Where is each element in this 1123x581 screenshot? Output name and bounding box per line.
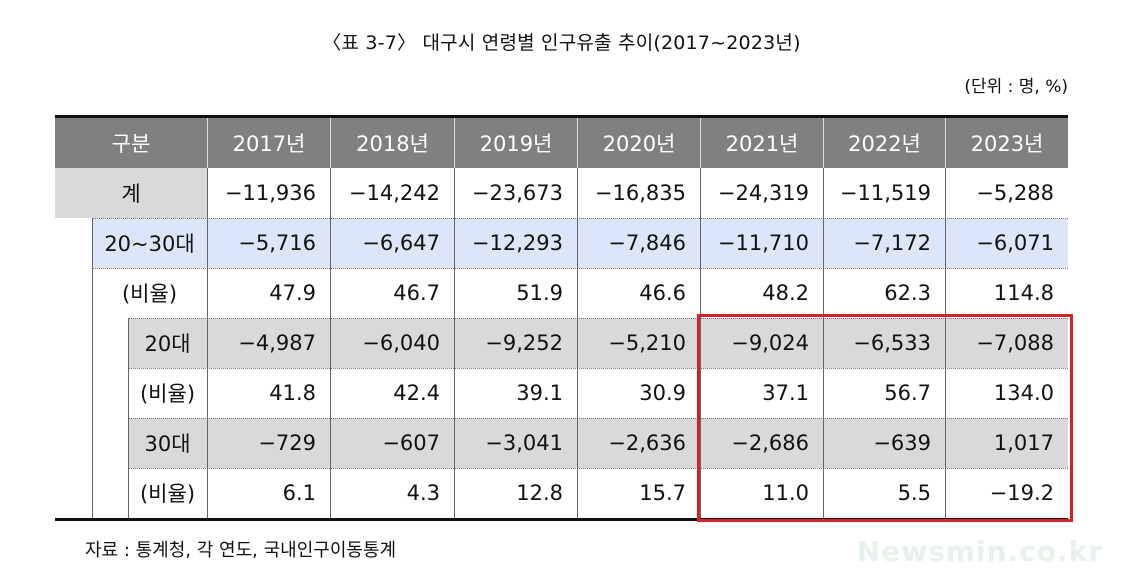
row-label-total: 계 [121,182,141,206]
table-cell: 6.1 [282,481,316,505]
source-note: 자료 : 통계청, 각 연도, 국내인구이동통계 [85,540,397,561]
table-cell: −12,293 [471,231,563,255]
table-cell: −5,288 [976,181,1054,205]
header-year-2019: 2019년 [454,118,577,168]
unit-note: (단위 : 명, %) [964,77,1068,97]
row-label-20s-ratio: (비율) [139,382,196,406]
row-label-20s: 20대 [144,332,191,356]
indent-line-2 [128,318,129,518]
row-divider [128,368,1068,369]
table-cell: −639 [873,431,931,455]
table-cell: 30.9 [639,381,686,405]
table-cell: −4,987 [238,331,316,355]
age30-row-bg [128,418,1068,468]
table-cell: −6,040 [362,331,440,355]
table-cell: −7,172 [853,231,931,255]
row-divider [128,318,1068,319]
watermark-logo: Newsmin.co.kr [856,535,1103,568]
table-cell: −3,041 [485,431,563,455]
table-cell: −6,533 [853,331,931,355]
table-cell: 4.3 [406,481,440,505]
table-cell: 39.1 [516,381,563,405]
col-divider [945,168,946,518]
header-year-2017: 2017년 [207,118,330,168]
table-cell: 15.7 [639,481,686,505]
table-cell: −11,936 [224,181,316,205]
table-cell: −729 [258,431,316,455]
table-cell: −9,252 [485,331,563,355]
header-year-2022: 2022년 [823,118,945,168]
table-cell: 51.9 [516,281,563,305]
table-cell: 5.5 [897,481,931,505]
table-cell: 114.8 [993,281,1054,305]
age2030-row-bg [207,218,1068,268]
table-title: 〈표 3-7〉 대구시 연령별 인구유출 추이(2017~2023년) [322,32,801,54]
table-cell: 11.0 [762,481,809,505]
col-divider [454,168,455,518]
population-outflow-table: 구분 2017년 2018년 2019년 2020년 2021년 2022년 2… [55,115,1068,521]
table-cell: 46.7 [393,281,440,305]
total-row-label-bg [55,168,207,218]
table-cell: −2,686 [731,431,809,455]
table-cell: −6,647 [362,231,440,255]
table-cell: −16,835 [594,181,686,205]
highlight-box [697,314,1073,522]
table-cell: 48.2 [762,281,809,305]
table-cell: 42.4 [393,381,440,405]
table-cell: −24,319 [717,181,809,205]
table-cell: −19.2 [989,481,1054,505]
table-cell: −11,710 [717,231,809,255]
table-header: 구분 2017년 2018년 2019년 2020년 2021년 2022년 2… [55,115,1068,168]
table-cell: −11,519 [839,181,931,205]
table-cell: 134.0 [993,381,1054,405]
table-cell: −9,024 [731,331,809,355]
table-cell: −607 [382,431,440,455]
table-cell: 12.8 [516,481,563,505]
table-cell: −14,242 [348,181,440,205]
table-cell: −5,716 [238,231,316,255]
table-cell: −23,673 [471,181,563,205]
col-divider [330,168,331,518]
col-divider [823,168,824,518]
table-cell: −7,088 [976,331,1054,355]
row-divider [92,268,1068,269]
header-year-2018: 2018년 [330,118,454,168]
col-divider [577,168,578,518]
col-divider [700,168,701,518]
table-cell: 41.8 [269,381,316,405]
table-cell: 1,017 [993,431,1054,455]
row-label-20-30s: 20~30대 [104,232,195,256]
table-cell: 62.3 [884,281,931,305]
header-year-2020: 2020년 [577,118,700,168]
col-divider [207,168,208,518]
table-cell: −6,071 [976,231,1054,255]
header-year-2021: 2021년 [700,118,823,168]
age20-row-bg [128,318,1068,368]
header-label: 구분 [111,132,151,156]
table-cell: 56.7 [884,381,931,405]
row-label-20-30s-ratio: (비율) [121,282,178,306]
age2030-row-label-bg [92,218,207,268]
table-cell: 37.1 [762,381,809,405]
header-year-2023: 2023년 [945,118,1068,168]
table-cell: 46.6 [639,281,686,305]
table-cell: −7,846 [608,231,686,255]
row-divider [128,468,1068,469]
table-cell: −2,636 [608,431,686,455]
row-label-30s-ratio: (비율) [139,482,196,506]
table-cell: −5,210 [608,331,686,355]
row-divider [128,418,1068,419]
indent-line-1 [92,218,93,518]
row-divider [92,218,1068,219]
table-cell: 47.9 [269,281,316,305]
row-label-30s: 30대 [144,432,191,456]
table-bottom-border [55,518,1068,521]
